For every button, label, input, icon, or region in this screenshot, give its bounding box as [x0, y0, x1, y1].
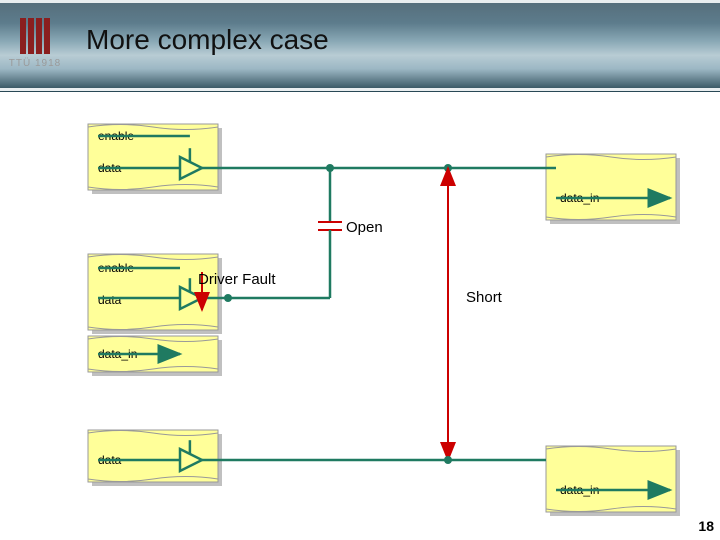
circuit-diagram: enabledatadata_inenabledatadata_indatada…	[0, 0, 720, 540]
page-number: 18	[698, 518, 714, 534]
svg-text:Driver Fault: Driver Fault	[198, 271, 276, 288]
svg-text:Open: Open	[346, 219, 383, 236]
svg-text:Short: Short	[466, 289, 503, 306]
svg-text:data: data	[98, 293, 122, 307]
